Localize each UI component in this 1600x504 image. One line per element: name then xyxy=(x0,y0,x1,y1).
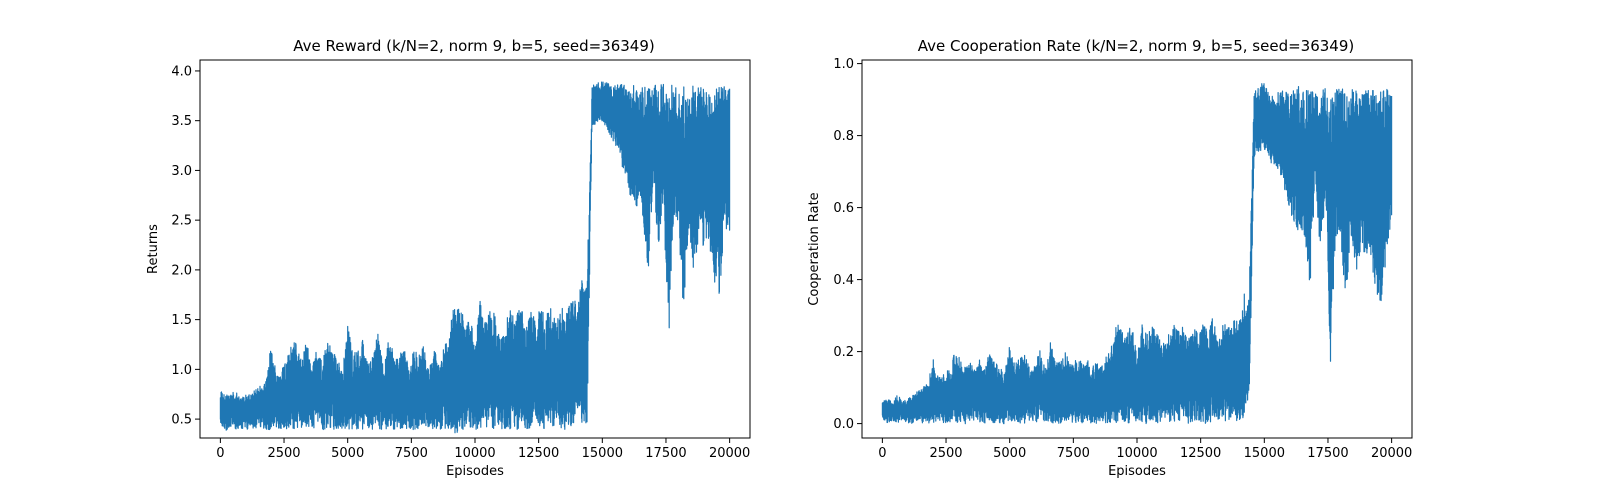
reward-y-tick-label: 2.0 xyxy=(171,263,192,278)
cooperation-x-tick-label: 20000 xyxy=(1371,446,1412,461)
cooperation-x-tick-label: 2500 xyxy=(929,446,962,461)
cooperation-x-ticks: 0 2500 5000 7500 10000 12500 15000 17500 20000 xyxy=(878,438,1412,461)
reward-y-tick-label: 2.5 xyxy=(171,214,192,229)
reward-x-tick-label: 5000 xyxy=(331,446,364,461)
cooperation-x-tick-label: 5000 xyxy=(993,446,1026,461)
cooperation-x-tick-label: 10000 xyxy=(1116,446,1157,461)
cooperation-x-tick-label: 12500 xyxy=(1180,446,1221,461)
reward-y-axis-label: Returns xyxy=(146,224,161,274)
reward-y-tick-label: 4.0 xyxy=(171,64,192,79)
reward-y-ticks: 0.5 1.0 1.5 2.0 2.5 3.0 3.5 4.0 xyxy=(171,64,200,428)
reward-x-ticks: 0 2500 5000 7500 10000 12500 15000 17500 20000 xyxy=(216,438,750,461)
cooperation-y-tick-label: 0.0 xyxy=(833,417,854,432)
cooperation-y-tick-label: 0.8 xyxy=(833,129,854,144)
cooperation-y-tick-label: 0.4 xyxy=(833,273,854,288)
cooperation-x-tick-label: 7500 xyxy=(1057,446,1090,461)
reward-y-tick-label: 0.5 xyxy=(171,413,192,428)
reward-x-tick-label: 15000 xyxy=(582,446,623,461)
cooperation-y-tick-label: 0.6 xyxy=(833,201,854,216)
cooperation-x-tick-label: 0 xyxy=(878,446,886,461)
reward-x-tick-label: 7500 xyxy=(395,446,428,461)
reward-x-axis-label: Episodes xyxy=(446,464,504,479)
cooperation-series-line-0 xyxy=(881,83,1393,425)
reward-y-tick-label: 3.0 xyxy=(171,164,192,179)
reward-chart-title: Ave Reward (k/N=2, norm 9, b=5, seed=363… xyxy=(293,37,655,55)
reward-x-tick-label: 10000 xyxy=(454,446,495,461)
reward-x-tick-label: 2500 xyxy=(267,446,300,461)
cooperation-chart: Ave Cooperation Rate (k/N=2, norm 9, b=5… xyxy=(807,37,1413,479)
reward-x-tick-label: 0 xyxy=(216,446,224,461)
reward-y-tick-label: 1.5 xyxy=(171,313,192,328)
reward-y-tick-label: 1.0 xyxy=(171,363,192,378)
reward-x-tick-label: 12500 xyxy=(518,446,559,461)
cooperation-x-tick-label: 17500 xyxy=(1307,446,1348,461)
cooperation-x-axis-label: Episodes xyxy=(1108,464,1166,479)
cooperation-y-axis-label: Cooperation Rate xyxy=(807,192,822,305)
reward-y-tick-label: 3.5 xyxy=(171,114,192,129)
cooperation-series xyxy=(881,83,1393,425)
cooperation-x-tick-label: 15000 xyxy=(1244,446,1285,461)
cooperation-chart-title: Ave Cooperation Rate (k/N=2, norm 9, b=5… xyxy=(918,37,1354,55)
reward-series xyxy=(219,81,731,434)
reward-x-tick-label: 17500 xyxy=(645,446,686,461)
cooperation-y-tick-label: 1.0 xyxy=(833,57,854,72)
reward-series-line-0 xyxy=(219,81,731,434)
reward-chart: Ave Reward (k/N=2, norm 9, b=5, seed=363… xyxy=(146,37,751,479)
cooperation-y-tick-label: 0.2 xyxy=(833,345,854,360)
cooperation-y-ticks: 0.0 0.2 0.4 0.6 0.8 1.0 xyxy=(833,57,862,432)
reward-x-tick-label: 20000 xyxy=(709,446,750,461)
